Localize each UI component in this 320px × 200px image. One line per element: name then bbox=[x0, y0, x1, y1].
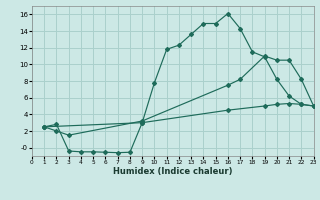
X-axis label: Humidex (Indice chaleur): Humidex (Indice chaleur) bbox=[113, 167, 233, 176]
